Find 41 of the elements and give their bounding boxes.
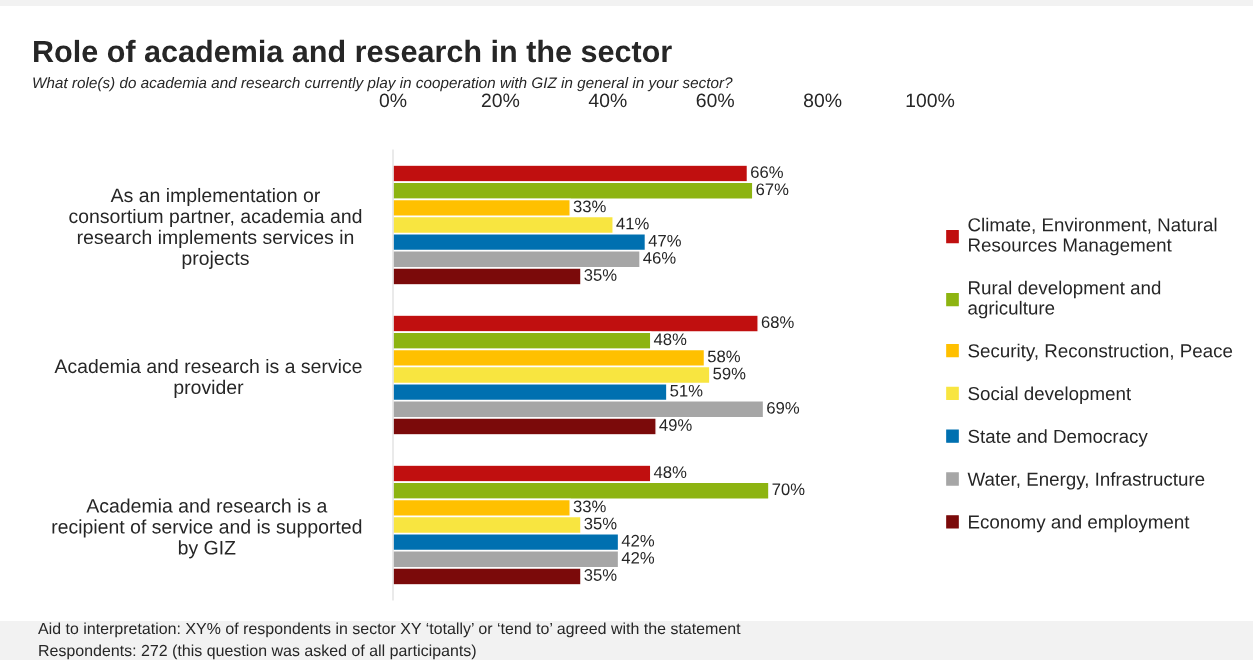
data-label: 59% (713, 367, 746, 380)
text: Respondents: 272 (this question was asked of all participants) (39, 644, 476, 660)
data-label: 35% (584, 569, 617, 581)
legend-label: Security, Reconstruction, Peace (968, 343, 1233, 362)
data-label: 68% (761, 316, 794, 329)
data-label: 67% (756, 183, 789, 196)
data-label: 35% (584, 517, 617, 530)
data-label: 48% (653, 333, 687, 346)
data-label: 41% (616, 217, 649, 230)
data-label: 42% (621, 534, 655, 547)
legend-label: State and Democracy (968, 429, 1148, 447)
data-label: 33% (573, 500, 606, 513)
legend-label: Economy and employment (969, 514, 1190, 533)
x-tick-label: 20% (481, 93, 520, 108)
y-tick-label: Academia and research is a recipient of service and is supported by GIZ (52, 498, 362, 559)
legend-label: Climate, Environment, Natural Resources Management (968, 217, 1217, 256)
data-label: 49% (659, 419, 692, 431)
data-label: 42% (621, 551, 655, 564)
data-label: 70% (772, 483, 805, 496)
x-tick-label: 60% (696, 93, 734, 108)
y-tick-label: Academia and research is a service provider (54, 358, 362, 398)
data-label: 46% (643, 251, 676, 264)
x-tick-label: 0% (379, 93, 407, 108)
data-label: 66% (751, 166, 783, 179)
legend-label: Water, Energy, Infrastructure (967, 472, 1205, 490)
y-tick-label: As an implementation or consortium partner, academia and research implements services in projects (69, 187, 362, 269)
legend-label: Social development (968, 386, 1131, 404)
x-tick-label: 100% (906, 93, 955, 108)
text: Aid to interpretation: XY% of respondents in sector XY ‘totally’ or ‘tend to’ agreed with the statement (38, 622, 741, 638)
data-label: 47% (648, 234, 681, 247)
chart-title: Role of academia and research in the sector (34, 39, 672, 63)
chart-subtitle: What role(s) do academia and research currently play in cooperation with GIZ in general in your sector? (33, 76, 733, 92)
x-tick-label: 80% (803, 93, 842, 108)
x-tick-label: 40% (588, 93, 627, 108)
data-label: 48% (653, 466, 687, 479)
data-label: 58% (707, 350, 740, 363)
data-label: 33% (573, 200, 606, 213)
data-label: 51% (670, 384, 703, 397)
legend-label: Rural development and agriculture (968, 280, 1161, 319)
data-label: 35% (584, 269, 617, 281)
data-label: 69% (767, 401, 800, 414)
